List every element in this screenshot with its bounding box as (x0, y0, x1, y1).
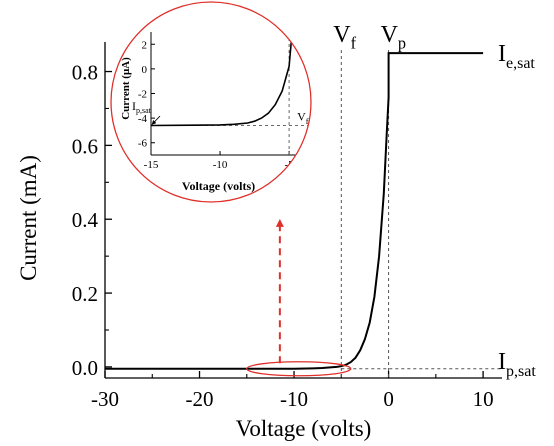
x-tick-label: 10 (473, 387, 494, 411)
inset-y-tick-label: -6 (138, 138, 148, 150)
inset-iv-curve (150, 34, 293, 127)
inset-annotation-sub: p,sat (136, 106, 152, 115)
x-tick-label: -10 (280, 387, 308, 411)
inset-reference-lines: Vf (151, 32, 311, 155)
inset-ref-label-vf-sub: f (306, 117, 309, 126)
y-tick-label: 0.0 (72, 356, 98, 380)
x-tick-label: 0 (383, 387, 394, 411)
y-tick-label: 0.8 (72, 61, 98, 85)
annotation-main: I (498, 41, 506, 67)
iv-curve (105, 52, 484, 370)
inset-y-axis-label: Current (μA) (120, 57, 132, 120)
x-tick-label: -20 (186, 387, 214, 411)
ref-label-p-sub: p (398, 34, 406, 53)
inset-ref-label-vf-main: V (297, 110, 306, 124)
highlight-ellipse (246, 361, 352, 377)
ref-label-p-main: V (381, 22, 399, 48)
inset-annotation-ipsat: Ip,sat (132, 99, 152, 115)
annotation-I-e,sat: Ie,sat (498, 41, 535, 72)
main-reference-lines: Vf Vp (333, 22, 502, 378)
inset-x-tick-label: -15 (144, 159, 159, 171)
inset-annotations: Ip,sat (132, 99, 161, 125)
inset-y-tick-label: 2 (142, 39, 148, 51)
inset-annotation-arrow (151, 115, 161, 125)
x-tick-label: -30 (91, 387, 119, 411)
inset-x-tick-label: -10 (213, 159, 228, 171)
inset-x-axis-label: Voltage (volts) (182, 179, 255, 193)
ref-label-f-main: V (333, 22, 351, 48)
annotation-sub: e,sat (506, 55, 535, 72)
ref-label-f-sub: f (351, 34, 357, 53)
annotation-sub: p,sat (506, 363, 536, 380)
inset-circle (110, 1, 312, 203)
annotation-I-p,sat: Ip,sat (498, 349, 536, 380)
annotation-main: I (498, 349, 506, 375)
y-axis-label: Current (mA) (16, 155, 41, 281)
inset-y-tick-label: 0 (142, 64, 148, 76)
inset-y-tick-label: -4 (138, 113, 148, 125)
ref-label-p: Vp (381, 22, 407, 53)
inset-ref-label-vf: Vf (297, 110, 309, 126)
y-tick-label: 0.4 (72, 208, 99, 232)
x-axis-label: Voltage (volts) (236, 416, 372, 441)
main-tick-labels: -30 -20 -10 0 100.00.20.40.60.8 (72, 61, 494, 411)
inset-annotation-main: I (132, 99, 136, 113)
y-tick-label: 0.2 (72, 282, 98, 306)
y-tick-label: 0.6 (72, 134, 98, 158)
ref-label-f: Vf (333, 22, 356, 53)
inset-zoom: Vf -15 -10 -5-6-4-202 Voltage (volts) Curr… (120, 32, 311, 193)
inset-axes (150, 32, 296, 156)
inset-y-tick-label: -2 (138, 89, 147, 101)
main-tick-marks (104, 70, 484, 378)
